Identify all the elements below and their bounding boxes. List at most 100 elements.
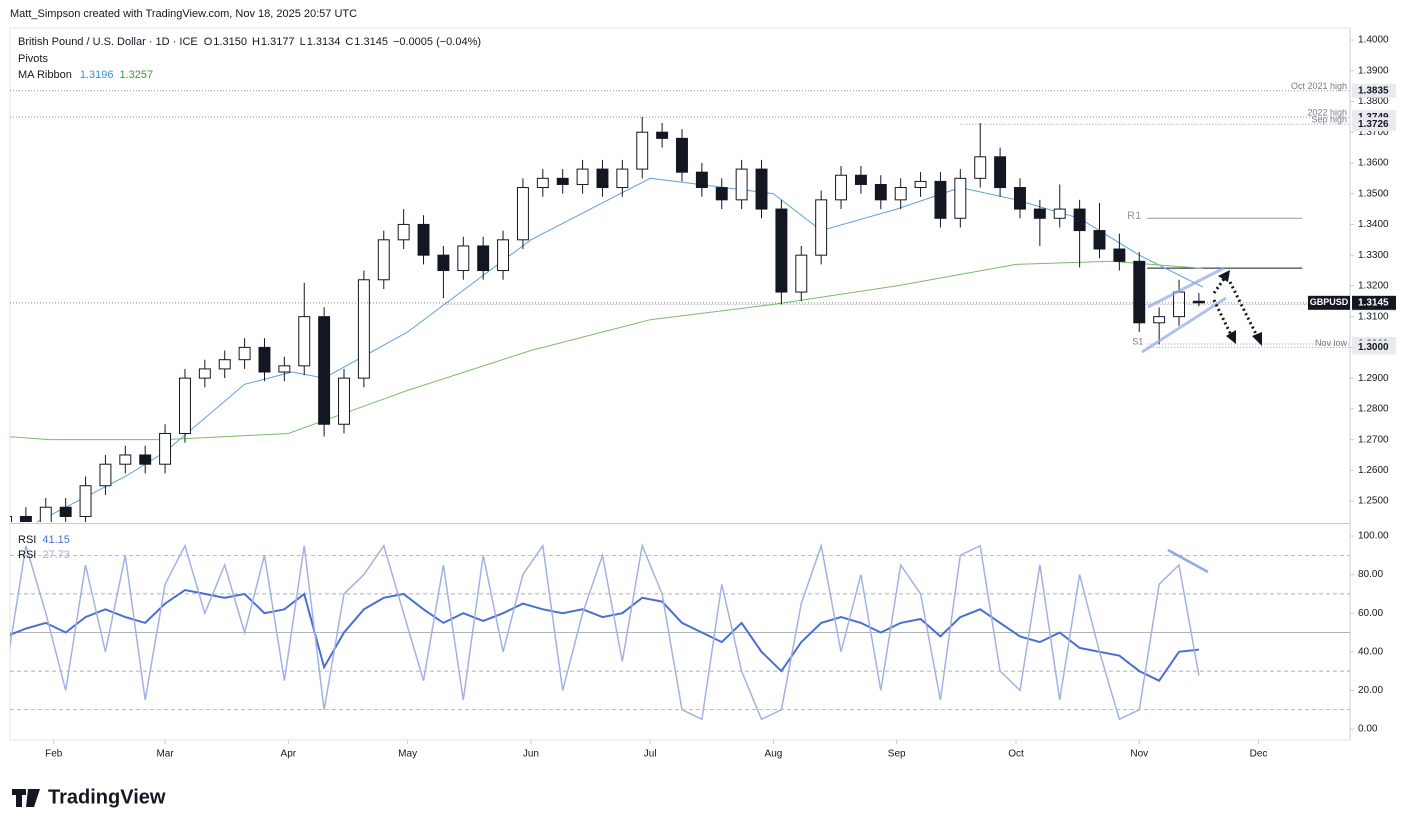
annotations xyxy=(1141,266,1262,574)
x-tick-label: Jun xyxy=(523,749,539,760)
candle-body xyxy=(198,368,211,379)
candle-body xyxy=(59,506,72,517)
candle-body xyxy=(457,245,470,272)
candle-body xyxy=(377,239,390,281)
y-tick-label: 1.2800 xyxy=(1358,404,1389,415)
candle-body xyxy=(19,515,32,522)
candle-body xyxy=(576,168,589,185)
y-tick-label: 1.3400 xyxy=(1358,219,1389,230)
candle-body xyxy=(1173,291,1185,318)
price-plot xyxy=(10,90,1350,522)
level-axis-label: 1.3726 xyxy=(1358,119,1389,130)
ohlc-value: 1.3150 xyxy=(213,36,247,48)
candle-body xyxy=(636,131,649,170)
ribbon-name: MA Ribbon xyxy=(18,69,72,81)
level-label: Sep high xyxy=(1311,115,1347,125)
x-tick-label: Apr xyxy=(281,749,297,760)
y-tick-label: 1.2700 xyxy=(1358,434,1389,445)
candle-body xyxy=(854,174,867,185)
candle-body xyxy=(795,254,808,293)
candle-body xyxy=(298,316,311,367)
channel-lower xyxy=(1141,296,1227,354)
rsi-tick-label: 20.00 xyxy=(1358,685,1383,696)
x-tick-label: Aug xyxy=(765,749,783,760)
candle-body xyxy=(516,187,529,241)
rsi-tick-label: 100.00 xyxy=(1358,531,1389,542)
level-axis-label: 1.3000 xyxy=(1358,342,1389,353)
rsi-plot xyxy=(10,542,1350,721)
level-axis-box xyxy=(1352,117,1396,132)
x-tick-label: Mar xyxy=(156,749,174,760)
ohlc-key: O xyxy=(204,36,213,48)
y-tick-label: 1.3700 xyxy=(1358,127,1389,138)
x-tick-label: Dec xyxy=(1250,749,1268,760)
arrow xyxy=(1228,281,1260,339)
candle-body xyxy=(676,137,688,173)
x-tick-label: Sep xyxy=(888,749,906,760)
y-tick-label: 1.3100 xyxy=(1358,311,1389,322)
x-tick-label: Oct xyxy=(1008,749,1024,760)
level-axis-label: 1.3835 xyxy=(1358,85,1389,96)
candle-body xyxy=(159,432,172,465)
ma-line xyxy=(10,260,1203,441)
candle-body xyxy=(755,168,768,210)
candle-body xyxy=(974,156,987,179)
rsi-name: RSI xyxy=(18,549,36,561)
symbol-box xyxy=(1308,295,1350,310)
ohlc-value: 1.3177 xyxy=(261,36,295,48)
rsi-tick-label: 0.00 xyxy=(1358,724,1378,735)
candle-body xyxy=(954,177,967,219)
indicator: Pivots xyxy=(18,53,48,65)
candle-body xyxy=(894,187,907,201)
arrow-head xyxy=(1218,270,1230,282)
y-tick-label: 1.3500 xyxy=(1358,188,1389,199)
price-label: 1.3145 xyxy=(1358,297,1389,308)
candle-body xyxy=(735,168,748,201)
candle-body xyxy=(1093,230,1106,250)
rsi-tick-label: 40.00 xyxy=(1358,646,1383,657)
candle-body xyxy=(437,254,450,272)
candle-body xyxy=(10,515,12,522)
pivot-r1-label: R1 xyxy=(1127,210,1141,222)
logo: TradingView xyxy=(12,786,166,808)
candle-body xyxy=(695,171,708,189)
y-tick-label: 1.4000 xyxy=(1358,35,1389,46)
header: Matt_Simpson created with TradingView.co… xyxy=(10,8,357,20)
candle-body xyxy=(278,365,291,373)
candle-body xyxy=(477,245,490,272)
candle-body xyxy=(1133,260,1146,324)
rsi-line xyxy=(10,588,1200,682)
x-tick-label: Feb xyxy=(45,749,63,760)
candle-body xyxy=(1113,248,1126,262)
ohlc-key: H xyxy=(252,36,260,48)
candle-body xyxy=(874,183,887,201)
x-tick-label: May xyxy=(398,749,417,760)
candle-body xyxy=(815,199,828,256)
candle-body xyxy=(556,177,569,185)
price-box xyxy=(1352,295,1396,310)
title: British Pound / U.S. Dollar · 1D · ICE xyxy=(18,36,198,48)
candle-body xyxy=(715,187,728,201)
y-tick-label: 1.3900 xyxy=(1358,65,1389,76)
level-label: S1 xyxy=(1132,336,1143,346)
candle-body xyxy=(218,359,231,370)
candle-body xyxy=(318,316,331,425)
arrow-head xyxy=(1226,330,1236,344)
candle-body xyxy=(536,177,549,189)
candle-body xyxy=(1053,208,1066,219)
ohlc-key: −0.0005 (−0.04%) xyxy=(393,36,481,48)
x-tick-label: Jul xyxy=(644,749,657,760)
candle-body xyxy=(238,346,251,361)
candle-body xyxy=(99,463,112,487)
rsi-name: RSI xyxy=(18,534,36,546)
candle-body xyxy=(835,174,848,201)
y-tick-label: 1.3800 xyxy=(1358,96,1389,107)
y-tick-label: 1.2600 xyxy=(1358,465,1389,476)
arrow-head xyxy=(1252,332,1262,346)
y-tick-label: 1.2900 xyxy=(1358,373,1389,384)
rsi-tick-label: 80.00 xyxy=(1358,569,1383,580)
rsi-value: 41.15 xyxy=(42,534,70,546)
level-axis-box xyxy=(1352,83,1396,98)
candle-body xyxy=(139,454,152,465)
